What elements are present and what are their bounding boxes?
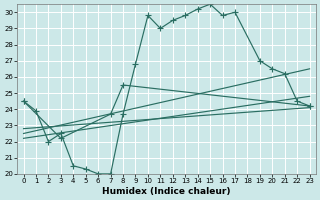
X-axis label: Humidex (Indice chaleur): Humidex (Indice chaleur): [102, 187, 231, 196]
